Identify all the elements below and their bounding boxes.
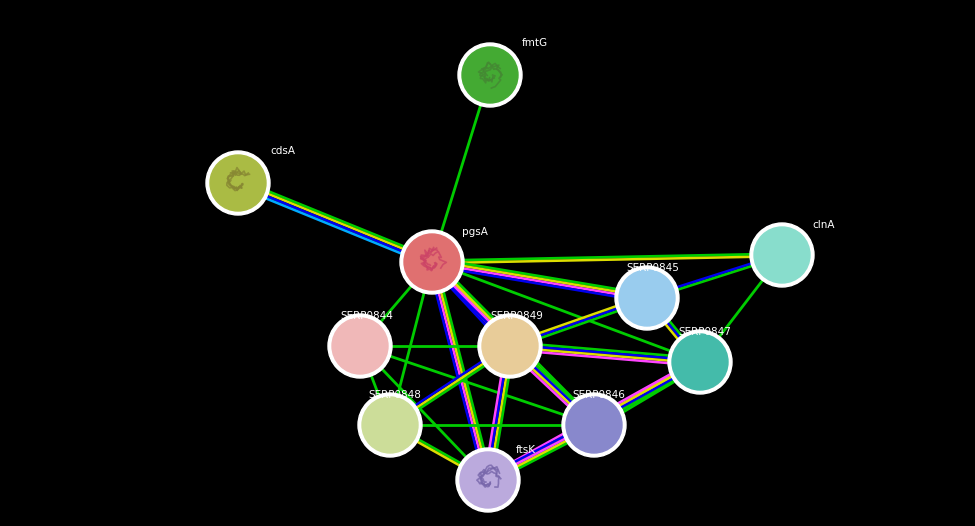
Text: pgsA: pgsA	[462, 227, 488, 237]
Text: fmtG: fmtG	[522, 38, 548, 48]
Circle shape	[404, 234, 460, 290]
Circle shape	[458, 43, 522, 107]
Circle shape	[754, 227, 810, 283]
Circle shape	[456, 448, 520, 512]
Text: SERP0846: SERP0846	[572, 390, 625, 400]
Circle shape	[482, 318, 538, 374]
Text: clnA: clnA	[812, 220, 835, 230]
Text: SERP0849: SERP0849	[490, 311, 543, 321]
Circle shape	[210, 155, 266, 211]
Circle shape	[668, 330, 732, 394]
Text: SERP0848: SERP0848	[368, 390, 421, 400]
Circle shape	[332, 318, 388, 374]
Circle shape	[750, 223, 814, 287]
Circle shape	[206, 151, 270, 215]
Circle shape	[562, 393, 626, 457]
Circle shape	[615, 266, 679, 330]
Circle shape	[460, 452, 516, 508]
Circle shape	[478, 314, 542, 378]
Text: ftsK: ftsK	[516, 445, 536, 455]
Circle shape	[462, 47, 518, 103]
Text: SERP0847: SERP0847	[678, 327, 731, 337]
Circle shape	[619, 270, 675, 326]
Circle shape	[672, 334, 728, 390]
Circle shape	[566, 397, 622, 453]
Circle shape	[362, 397, 418, 453]
Text: SERP0845: SERP0845	[626, 263, 679, 273]
Circle shape	[328, 314, 392, 378]
Circle shape	[358, 393, 422, 457]
Circle shape	[400, 230, 464, 294]
Text: cdsA: cdsA	[270, 146, 295, 156]
Text: SERP0844: SERP0844	[340, 311, 393, 321]
